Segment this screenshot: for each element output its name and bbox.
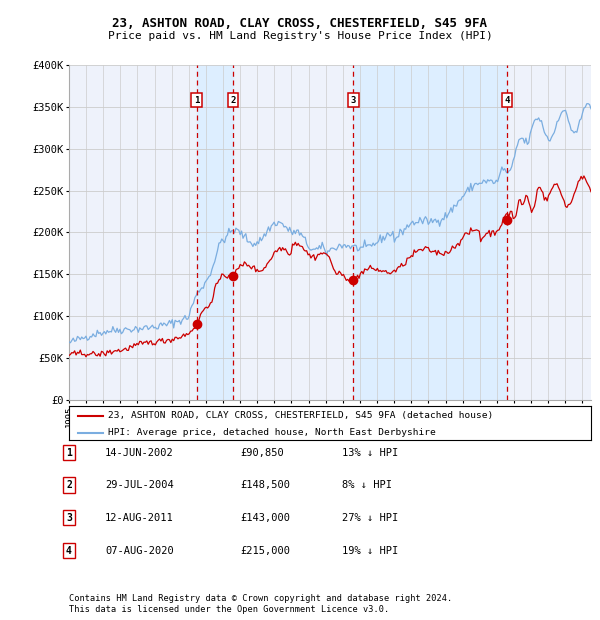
Text: 4: 4 <box>505 95 510 105</box>
Text: 4: 4 <box>66 546 72 556</box>
Text: 3: 3 <box>351 95 356 105</box>
Text: Contains HM Land Registry data © Crown copyright and database right 2024.: Contains HM Land Registry data © Crown c… <box>69 593 452 603</box>
Text: 14-JUN-2002: 14-JUN-2002 <box>105 448 174 458</box>
Text: £215,000: £215,000 <box>240 546 290 556</box>
Text: 2: 2 <box>66 480 72 490</box>
Text: £90,850: £90,850 <box>240 448 284 458</box>
Text: 1: 1 <box>66 448 72 458</box>
Text: 07-AUG-2020: 07-AUG-2020 <box>105 546 174 556</box>
Text: 23, ASHTON ROAD, CLAY CROSS, CHESTERFIELD, S45 9FA: 23, ASHTON ROAD, CLAY CROSS, CHESTERFIEL… <box>113 17 487 30</box>
Text: This data is licensed under the Open Government Licence v3.0.: This data is licensed under the Open Gov… <box>69 604 389 614</box>
Text: 12-AUG-2011: 12-AUG-2011 <box>105 513 174 523</box>
Text: 29-JUL-2004: 29-JUL-2004 <box>105 480 174 490</box>
Text: HPI: Average price, detached house, North East Derbyshire: HPI: Average price, detached house, Nort… <box>108 428 436 437</box>
Text: 23, ASHTON ROAD, CLAY CROSS, CHESTERFIELD, S45 9FA (detached house): 23, ASHTON ROAD, CLAY CROSS, CHESTERFIEL… <box>108 411 493 420</box>
Text: 1: 1 <box>194 95 199 105</box>
Text: 3: 3 <box>66 513 72 523</box>
Text: £143,000: £143,000 <box>240 513 290 523</box>
Text: 19% ↓ HPI: 19% ↓ HPI <box>342 546 398 556</box>
Text: Price paid vs. HM Land Registry's House Price Index (HPI): Price paid vs. HM Land Registry's House … <box>107 31 493 41</box>
Bar <box>353 65 507 400</box>
Text: 2: 2 <box>230 95 236 105</box>
Text: 27% ↓ HPI: 27% ↓ HPI <box>342 513 398 523</box>
Text: 8% ↓ HPI: 8% ↓ HPI <box>342 480 392 490</box>
Text: £148,500: £148,500 <box>240 480 290 490</box>
Bar <box>197 65 233 400</box>
Text: 13% ↓ HPI: 13% ↓ HPI <box>342 448 398 458</box>
